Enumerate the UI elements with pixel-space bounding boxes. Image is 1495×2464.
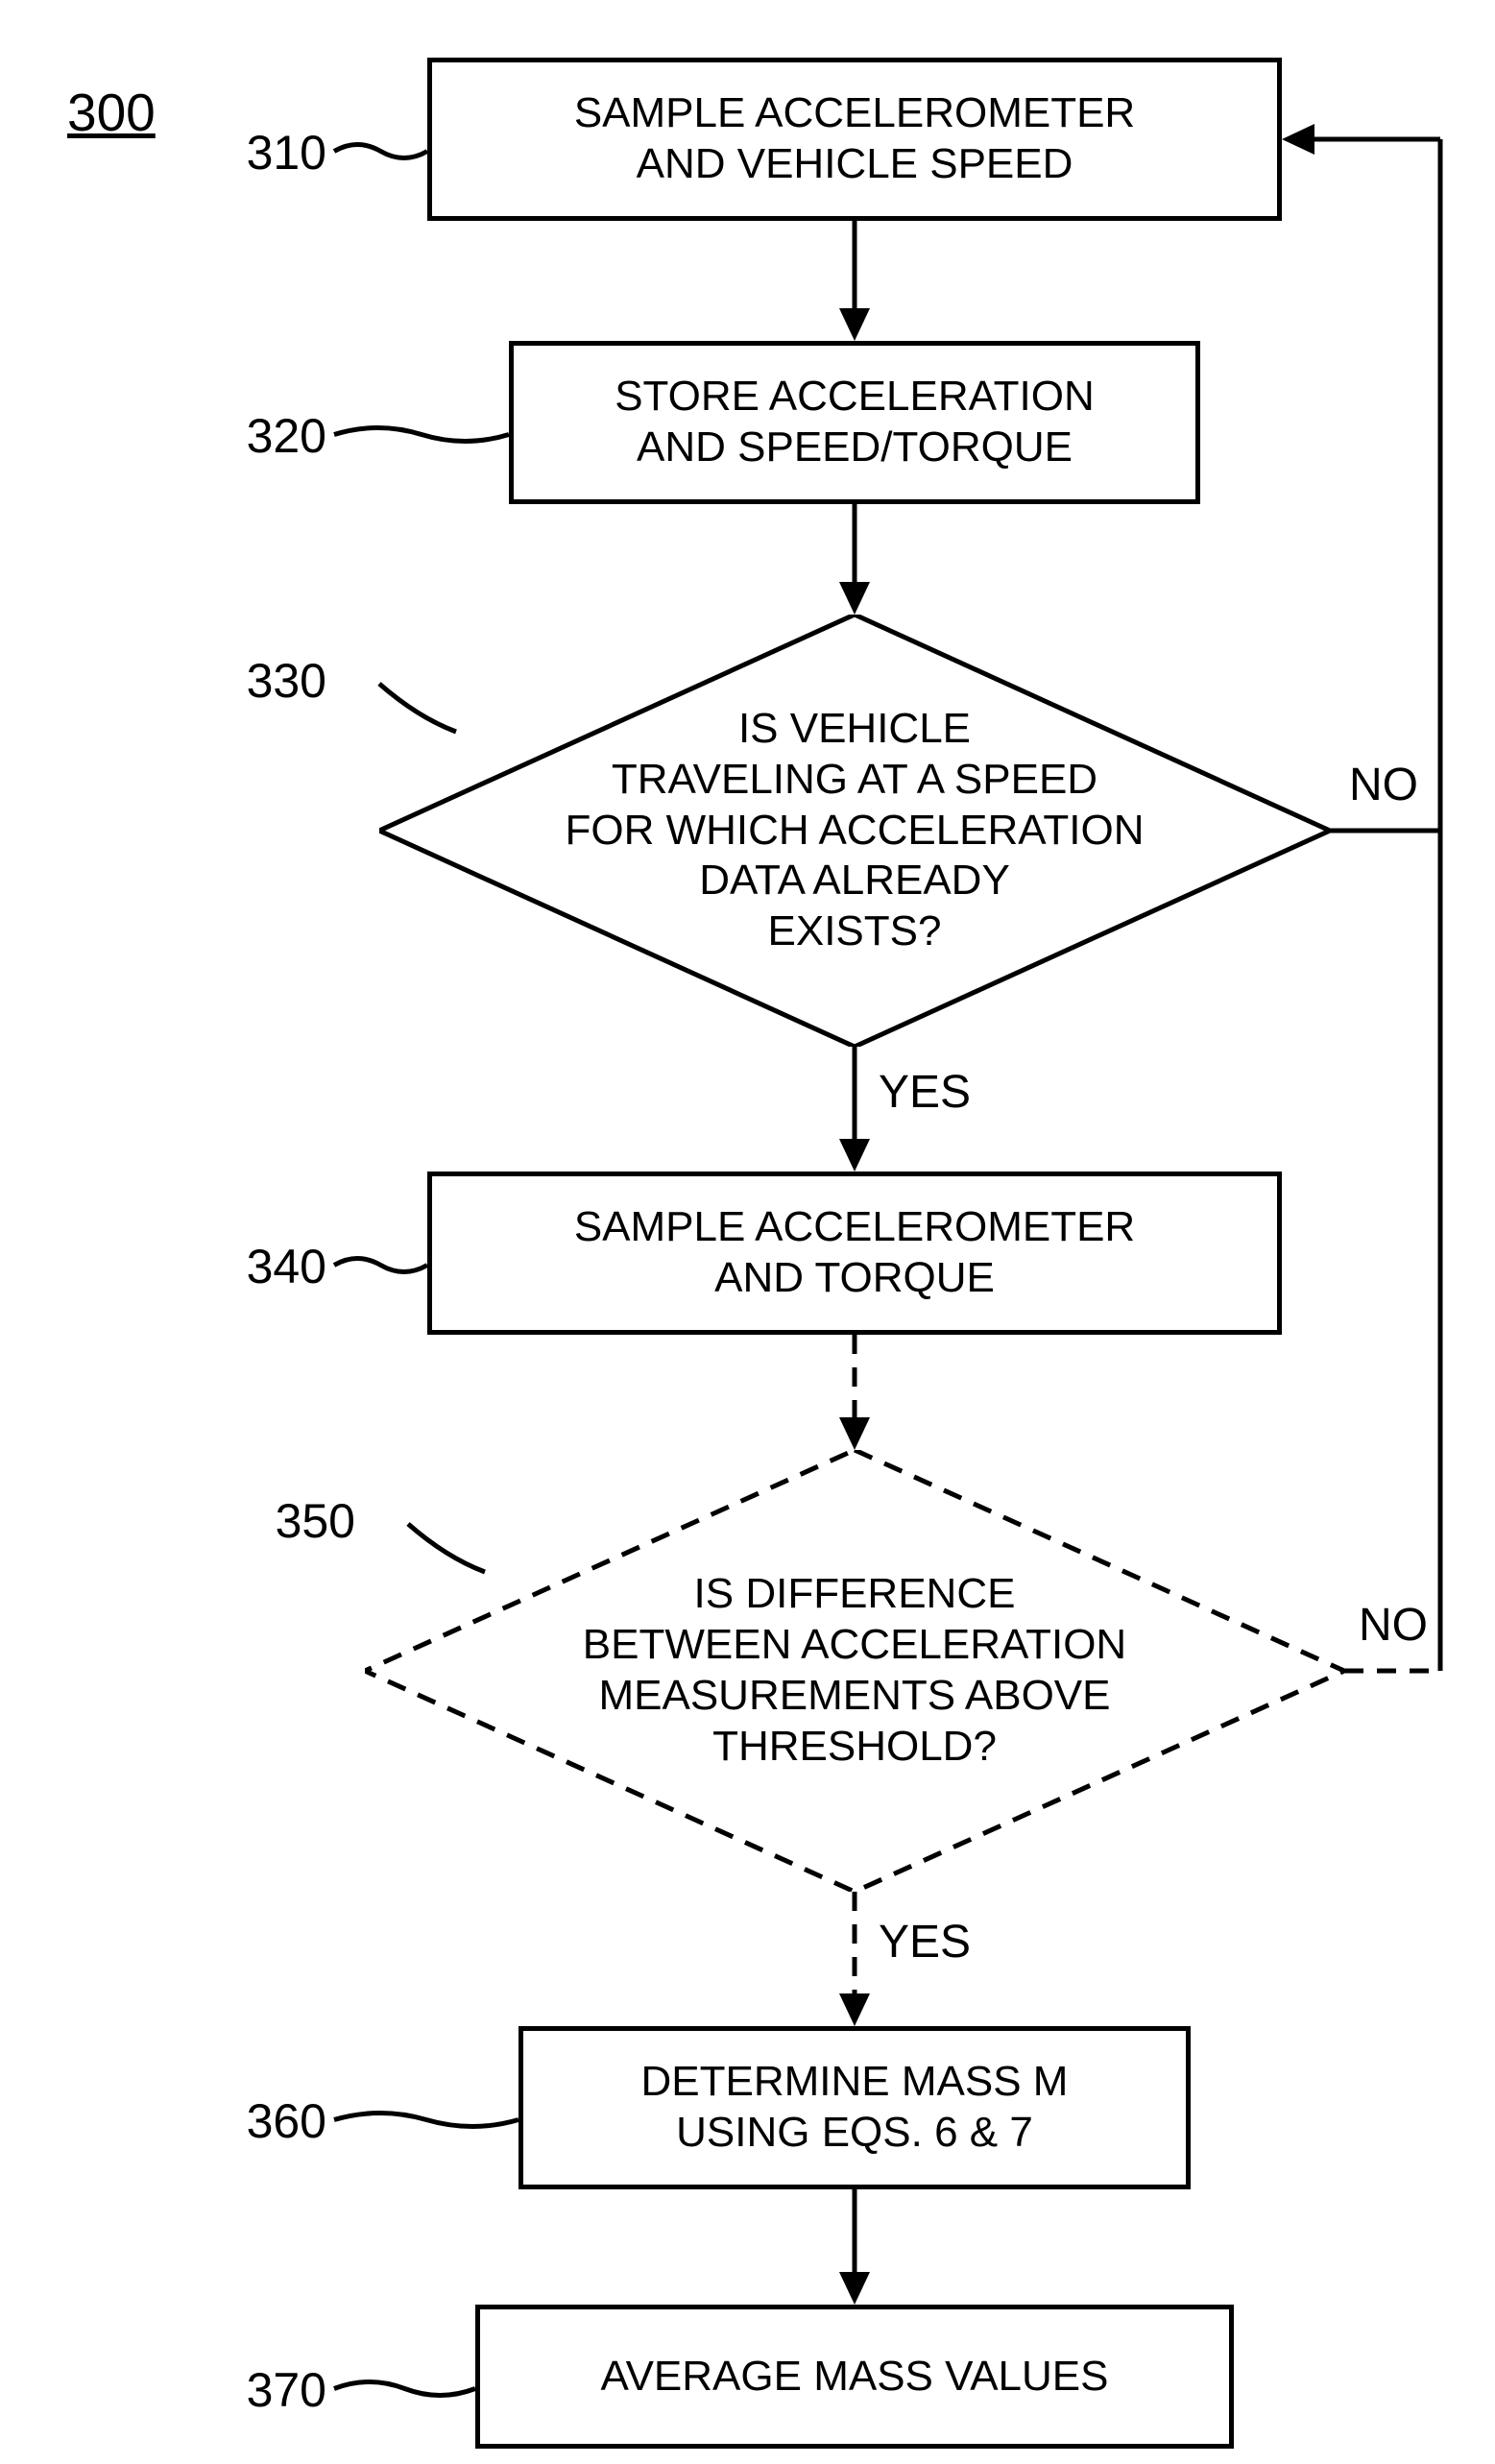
ref-label: 370: [230, 2362, 326, 2418]
figure-id-label: 300: [67, 82, 156, 143]
flow-process: SAMPLE ACCELEROMETERAND TORQUE: [427, 1172, 1282, 1335]
flow-process-text: SAMPLE ACCELEROMETERAND TORQUE: [555, 1202, 1154, 1304]
flow-process-text: SAMPLE ACCELEROMETERAND VEHICLE SPEED: [555, 88, 1154, 190]
flow-decision: IS VEHICLETRAVELING AT A SPEEDFOR WHICH …: [379, 615, 1330, 1047]
flow-process-text: STORE ACCELERATIONAND SPEED/TORQUE: [595, 372, 1114, 473]
edge-label: NO: [1359, 1599, 1428, 1652]
flow-process-text: AVERAGE MASS VALUES: [582, 2352, 1128, 2403]
ref-label: 360: [230, 2093, 326, 2149]
flow-process: STORE ACCELERATIONAND SPEED/TORQUE: [509, 341, 1200, 504]
ref-label: 320: [230, 408, 326, 464]
flow-decision-text: IS VEHICLETRAVELING AT A SPEEDFOR WHICH …: [379, 615, 1330, 1047]
flow-decision: IS DIFFERENCEBETWEEN ACCELERATIONMEASURE…: [365, 1450, 1344, 1892]
flow-process-text: DETERMINE MASS MUSING EQS. 6 & 7: [622, 2057, 1088, 2159]
flow-decision-text: IS DIFFERENCEBETWEEN ACCELERATIONMEASURE…: [365, 1450, 1344, 1892]
edge-label: YES: [879, 1916, 971, 1969]
ref-label: 310: [230, 125, 326, 181]
flow-process: AVERAGE MASS VALUES: [475, 2305, 1234, 2449]
edge-label: YES: [879, 1066, 971, 1119]
flow-process: DETERMINE MASS MUSING EQS. 6 & 7: [518, 2026, 1191, 2189]
ref-label: 330: [230, 653, 326, 709]
ref-label: 350: [259, 1493, 355, 1549]
flow-process: SAMPLE ACCELEROMETERAND VEHICLE SPEED: [427, 58, 1282, 221]
ref-label: 340: [230, 1239, 326, 1294]
edge-label: NO: [1349, 759, 1418, 811]
